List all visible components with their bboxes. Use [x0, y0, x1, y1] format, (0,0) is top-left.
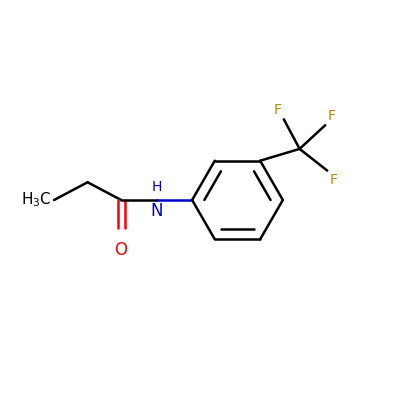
- Text: F: F: [329, 172, 337, 186]
- Text: O: O: [115, 241, 128, 259]
- Text: F: F: [274, 103, 282, 117]
- Text: H$_3$C: H$_3$C: [22, 191, 52, 209]
- Text: H: H: [152, 180, 162, 194]
- Text: N: N: [150, 202, 163, 220]
- Text: F: F: [327, 109, 335, 123]
